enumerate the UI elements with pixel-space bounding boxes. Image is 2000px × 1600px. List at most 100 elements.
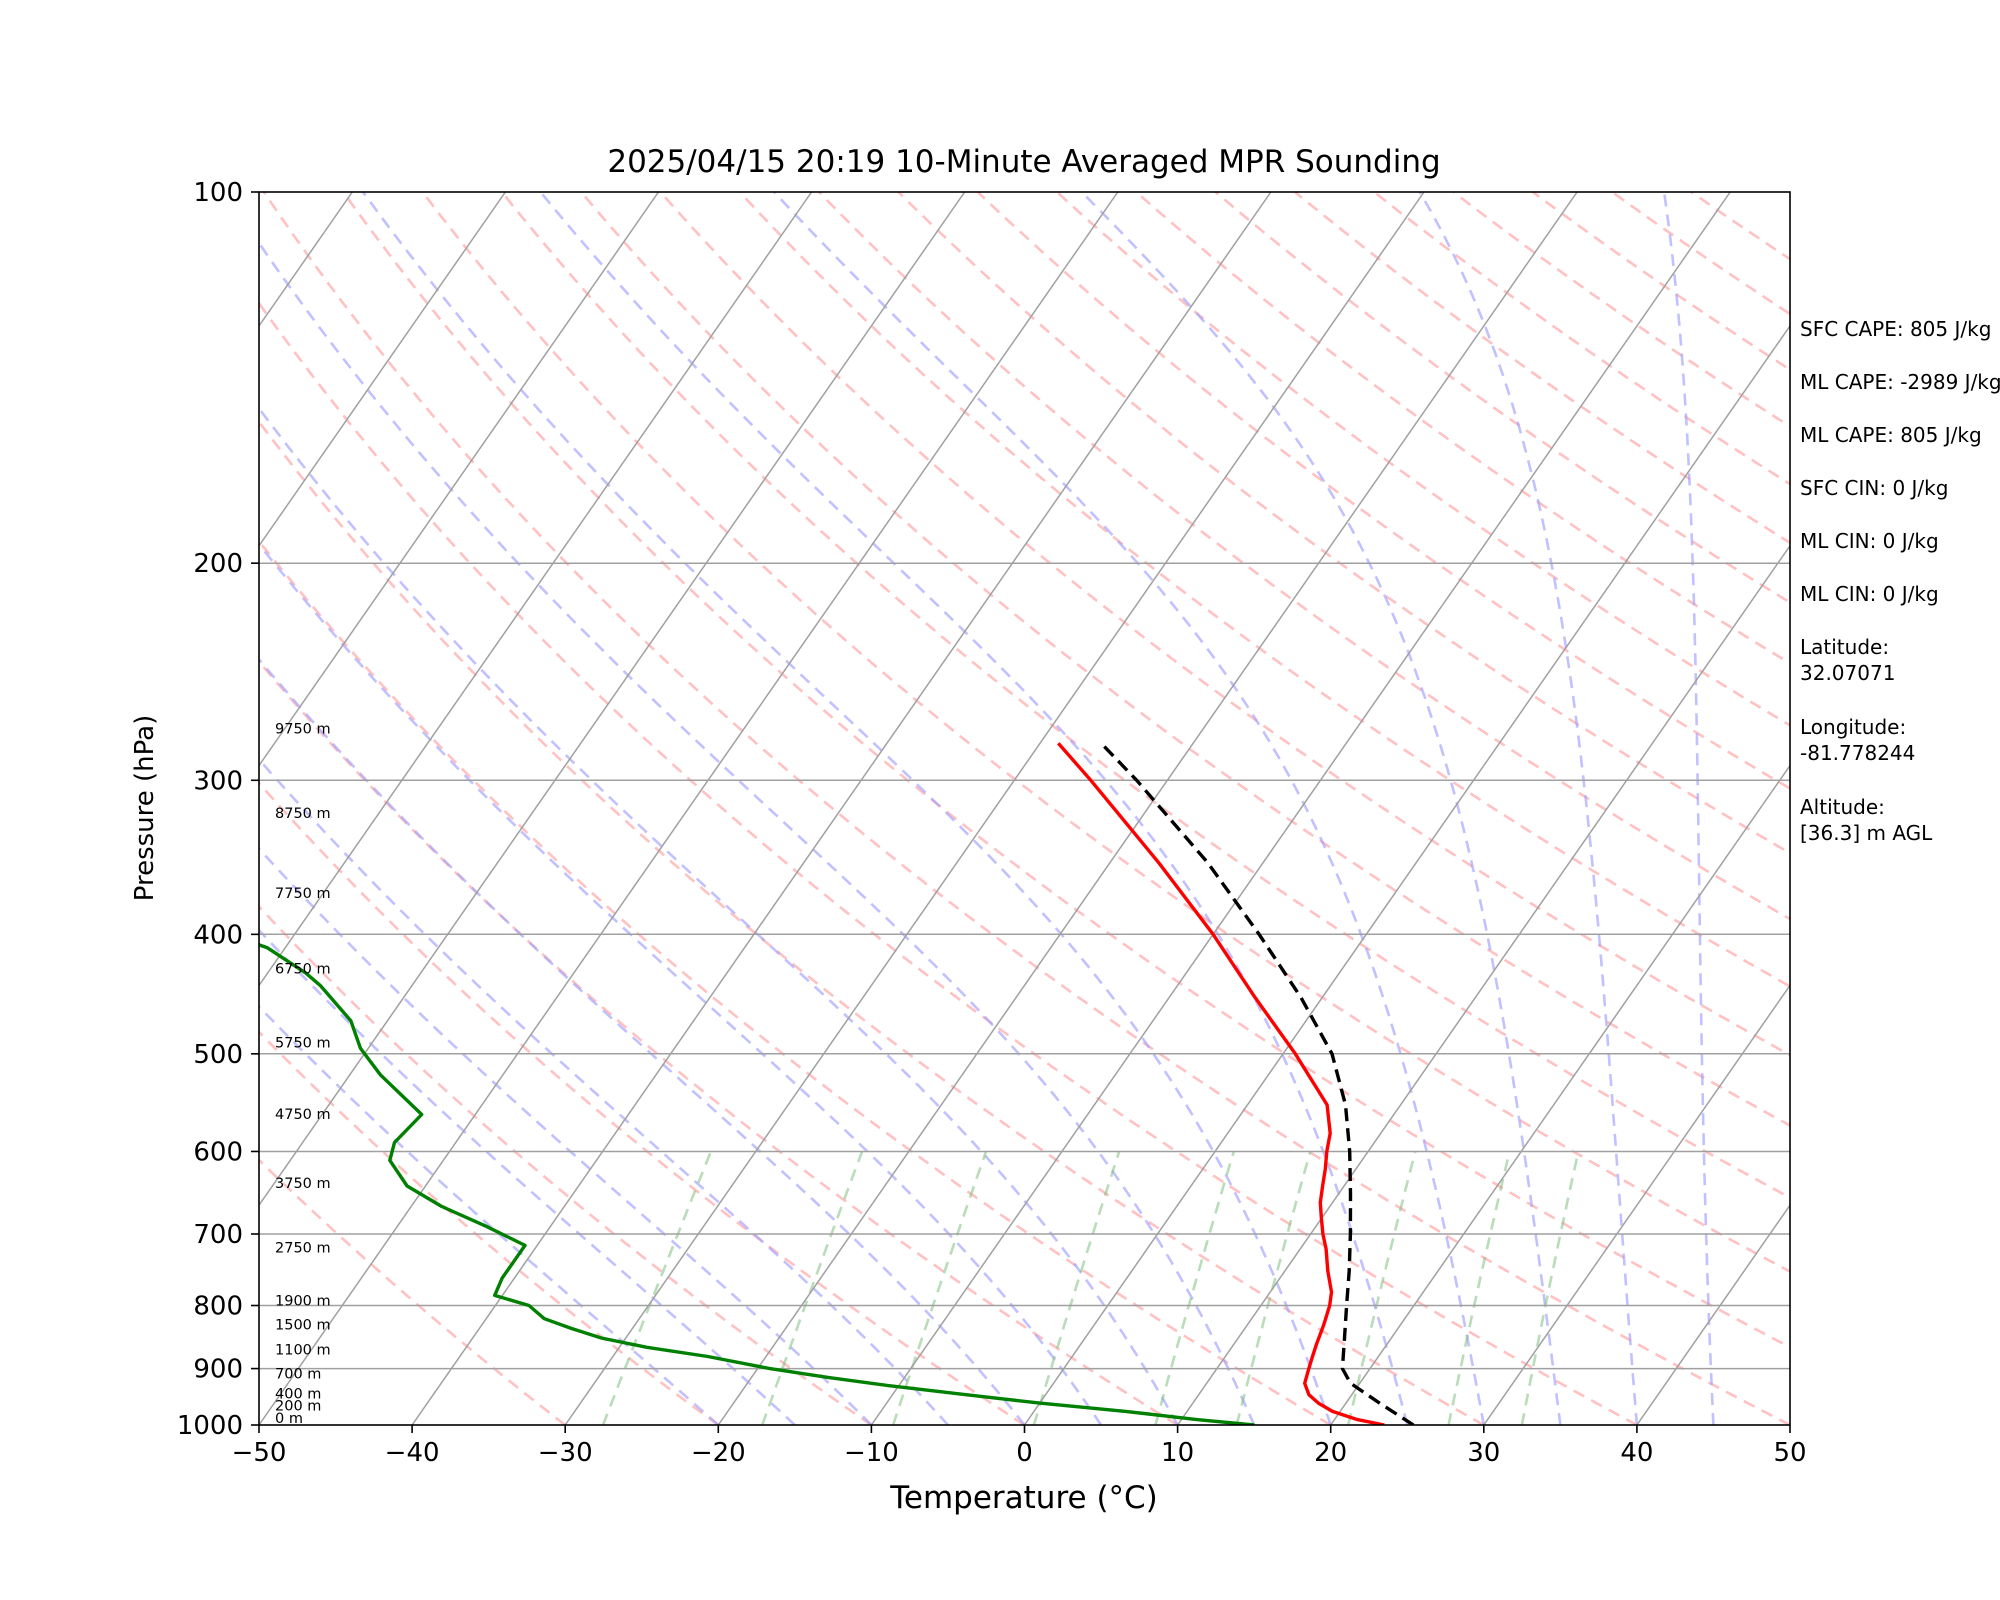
x-tick-label: −50	[232, 1438, 287, 1468]
x-tick-label: −30	[538, 1438, 593, 1468]
x-tick-label: 20	[1314, 1438, 1347, 1468]
moist-adiabat-line	[259, 757, 949, 1425]
height-label: 200 m	[275, 1399, 321, 1415]
isotherm-line	[564, 192, 1425, 1425]
x-tick-label: −10	[844, 1438, 899, 1468]
dry-adiabat-line	[259, 300, 1638, 1425]
y-tick-label: 800	[193, 1292, 243, 1322]
moist-adiabat-line	[259, 542, 1103, 1425]
dry-adiabat-line	[1373, 192, 1790, 486]
mixing-ratio-line	[601, 1151, 713, 1425]
y-tick-label: 500	[193, 1040, 243, 1070]
height-label: 2750 m	[275, 1240, 331, 1256]
mixing-ratio-line	[1154, 1151, 1236, 1425]
height-label: 4750 m	[275, 1107, 331, 1123]
sounding-parameters-panel: SFC CAPE: 805 J/kg ML CAPE: -2989 J/kg M…	[1800, 316, 2000, 874]
altitude-text: Altitude: [36.3] m AGL	[1800, 795, 1933, 845]
height-label: 1500 m	[275, 1318, 331, 1334]
y-tick-label: 200	[193, 549, 243, 579]
moist-adiabat-line	[1080, 192, 1562, 1425]
height-label: 8750 m	[275, 806, 331, 822]
x-tick-label: 10	[1161, 1438, 1194, 1468]
isotherm-line	[259, 192, 1119, 1425]
ml-cape-text: ML CAPE: -2989 J/kg	[1800, 370, 2000, 394]
temperature-profile-line	[1057, 742, 1385, 1425]
mixing-ratio-line	[891, 1151, 988, 1425]
x-tick-label: 50	[1773, 1438, 1806, 1468]
isotherm-line	[259, 192, 660, 767]
isotherm-line	[411, 192, 1272, 1425]
chart-title: 2025/04/15 20:19 10-Minute Averaged MPR …	[607, 144, 1440, 180]
isotherm-line	[259, 192, 813, 987]
ml-cape-text: ML CAPE: 805 J/kg	[1800, 423, 1982, 447]
dry-adiabat-line	[1294, 192, 1790, 545]
y-tick-label: 400	[193, 920, 243, 950]
dry-adiabat-line	[259, 781, 1026, 1425]
height-label: 1900 m	[275, 1294, 331, 1310]
mixing-ratio-line	[1346, 1151, 1417, 1425]
sfc-cape-text: SFC CAPE: 805 J/kg	[1800, 317, 1992, 341]
y-tick-label: 600	[193, 1137, 243, 1167]
height-label: 7750 m	[275, 886, 331, 902]
dry-adiabat-line	[259, 1030, 720, 1425]
dewpoint-profile-line	[259, 942, 1255, 1425]
moist-adiabat-line	[259, 406, 1179, 1425]
height-label: 1100 m	[275, 1343, 331, 1359]
isotherm-line	[1330, 764, 1790, 1425]
dry-adiabat-line	[421, 192, 1790, 1273]
x-tick-label: 0	[1016, 1438, 1033, 1468]
mixing-ratio-line	[1447, 1151, 1511, 1425]
x-tick-label: −20	[691, 1438, 746, 1468]
dry-adiabat-line	[1214, 192, 1790, 604]
y-tick-label: 900	[193, 1355, 243, 1385]
dry-adiabat-line	[897, 192, 1790, 855]
isotherm-line	[870, 192, 1731, 1425]
height-label: 0 m	[275, 1411, 303, 1427]
height-label: 9750 m	[275, 722, 331, 738]
dry-adiabat-line	[580, 192, 1790, 1128]
dry-adiabat-line	[1135, 192, 1790, 665]
x-axis-label: Temperature (°C)	[889, 1480, 1158, 1516]
y-axis-label: Pressure (hPa)	[130, 715, 160, 902]
height-label: 3750 m	[275, 1176, 331, 1192]
height-label: 700 m	[275, 1366, 321, 1382]
dry-adiabat-line	[259, 419, 1485, 1425]
y-tick-label: 1000	[177, 1411, 243, 1441]
dry-adiabat-line	[1452, 192, 1790, 428]
moist-adiabat-line	[259, 240, 1256, 1425]
isotherm-line	[1023, 324, 1790, 1425]
mixing-ratio-line	[1032, 1151, 1121, 1425]
dry-adiabat-line	[818, 192, 1790, 921]
isotherm-line	[259, 192, 966, 1207]
latitude-text: Latitude: 32.07071	[1800, 635, 1896, 685]
moist-adiabat-line	[1662, 192, 1715, 1425]
height-label: 6750 m	[275, 962, 331, 978]
x-tick-label: 40	[1620, 1438, 1653, 1468]
y-tick-label: 700	[193, 1220, 243, 1250]
y-tick-label: 100	[193, 178, 243, 208]
isotherm-line	[1483, 984, 1790, 1425]
moist-adiabat-line	[259, 657, 1026, 1425]
x-tick-label: 30	[1467, 1438, 1500, 1468]
moist-adiabat-line	[259, 1004, 720, 1425]
moist-adiabat-line	[259, 928, 796, 1425]
sfc-cin-text: SFC CIN: 0 J/kg	[1800, 476, 1949, 500]
isotherm-line	[0, 192, 46, 1425]
mixing-ratio-line	[1520, 1151, 1580, 1425]
dry-adiabat-line	[659, 192, 1790, 1057]
x-tick-label: −40	[385, 1438, 440, 1468]
moist-adiabat-line	[1418, 192, 1639, 1425]
isotherm-line	[717, 192, 1578, 1425]
dry-adiabat-line	[259, 539, 1332, 1425]
dry-adiabat-line	[342, 192, 1790, 1349]
ml-cin-text: ML CIN: 0 J/kg	[1800, 582, 1939, 606]
parcel-profile-line	[1099, 742, 1415, 1425]
dry-adiabat-line	[262, 192, 1790, 1425]
moist-adiabat-line	[259, 846, 873, 1425]
mixing-ratio-line	[761, 1151, 864, 1425]
isotherm-line	[0, 192, 199, 1425]
isotherm-line	[1636, 1203, 1790, 1425]
ml-cin-text: ML CIN: 0 J/kg	[1800, 529, 1939, 553]
height-label: 5750 m	[275, 1036, 331, 1052]
